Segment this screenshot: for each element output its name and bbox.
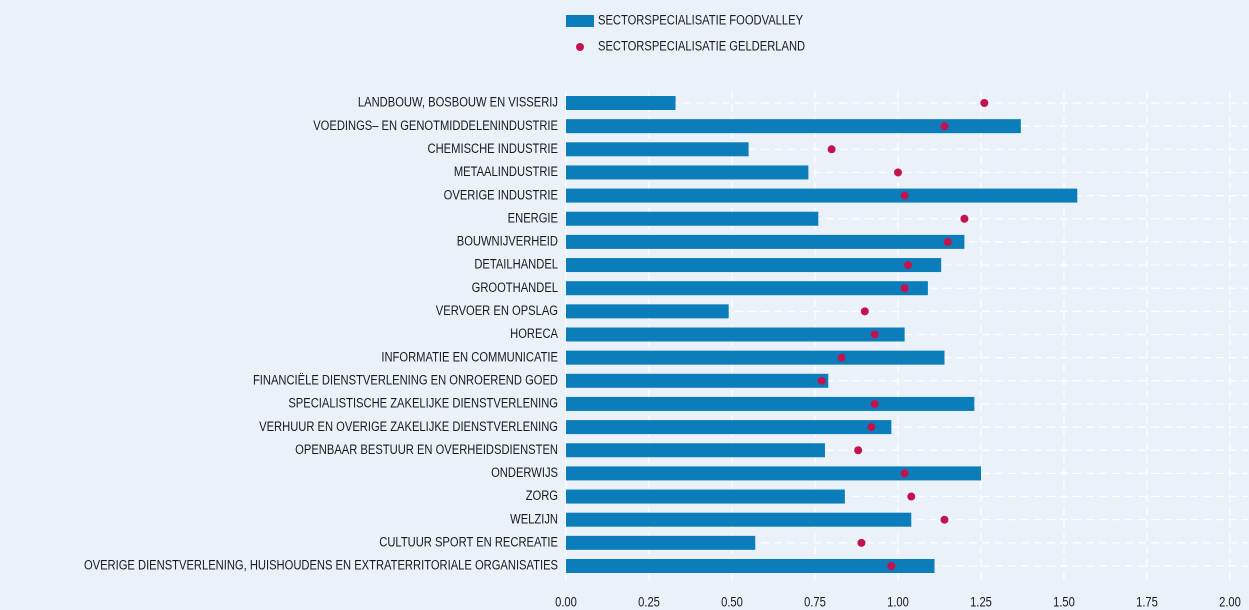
y-tick-label: OVERIGE DIENSTVERLENING, HUISHOUDENS EN … bbox=[84, 558, 558, 573]
bar bbox=[566, 559, 935, 573]
x-tick-label: 1.25 bbox=[970, 595, 992, 610]
y-tick-label: HORECA bbox=[510, 326, 558, 341]
y-tick-label: CULTUUR SPORT EN RECREATIE bbox=[379, 534, 558, 549]
x-tick-label: 0.00 bbox=[555, 595, 577, 610]
dot bbox=[900, 284, 909, 293]
dot bbox=[887, 562, 896, 570]
bar bbox=[566, 165, 809, 180]
dot bbox=[837, 353, 846, 362]
y-tick-label: LANDBOUW, BOSBOUW EN VISSERIJ bbox=[358, 95, 558, 110]
y-tick-label: FINANCIËLE DIENSTVERLENING EN ONROEREND … bbox=[253, 372, 558, 387]
bar bbox=[566, 96, 676, 110]
dot bbox=[857, 538, 866, 547]
y-tick-label: CHEMISCHE INDUSTRIE bbox=[428, 141, 558, 156]
dot bbox=[940, 515, 949, 524]
y-tick-label: VOEDINGS– EN GENOTMIDDELENINDUSTRIE bbox=[313, 118, 558, 133]
x-tick-label: 0.75 bbox=[804, 595, 826, 610]
y-tick-label: VERVOER EN OPSLAG bbox=[436, 303, 558, 318]
bar bbox=[566, 211, 819, 226]
bar bbox=[566, 489, 845, 504]
x-tick-label: 2.00 bbox=[1219, 595, 1241, 610]
dot bbox=[860, 307, 869, 316]
legend-swatch bbox=[566, 15, 594, 27]
dot bbox=[960, 214, 969, 223]
dot bbox=[903, 261, 912, 270]
x-tick-label: 0.50 bbox=[721, 595, 743, 610]
y-tick-label: ZORG bbox=[526, 488, 558, 503]
bar bbox=[566, 142, 749, 157]
y-tick-label: ENERGIE bbox=[508, 210, 558, 225]
dot bbox=[907, 492, 916, 501]
bar bbox=[566, 119, 1021, 134]
x-tick-label: 1.75 bbox=[1136, 595, 1158, 610]
y-tick-label: METAALINDUSTRIE bbox=[454, 164, 558, 179]
y-tick-label: WELZIJN bbox=[510, 511, 558, 526]
dot bbox=[940, 122, 949, 131]
dot bbox=[870, 399, 879, 408]
bar bbox=[566, 466, 981, 481]
dot bbox=[870, 330, 879, 339]
dot bbox=[894, 168, 902, 177]
dot bbox=[827, 145, 836, 154]
y-tick-label: OVERIGE INDUSTRIE bbox=[444, 187, 558, 202]
x-tick-label: 1.50 bbox=[1053, 595, 1075, 610]
y-tick-label: DETAILHANDEL bbox=[474, 257, 558, 272]
bar bbox=[566, 234, 965, 249]
bar bbox=[566, 443, 825, 458]
y-tick-label: BOUWNIJVERHEID bbox=[457, 233, 558, 248]
y-tick-label: ONDERWIJS bbox=[491, 465, 558, 480]
x-tick-label: 0.25 bbox=[638, 595, 660, 610]
legend-swatch bbox=[576, 43, 584, 51]
legend-label: SECTORSPECIALISATIE FOODVALLEY bbox=[598, 13, 804, 28]
y-tick-label: GROOTHANDEL bbox=[472, 280, 558, 295]
bar bbox=[566, 420, 892, 435]
dot bbox=[867, 423, 876, 432]
bar bbox=[566, 512, 912, 527]
legend-label: SECTORSPECIALISATIE GELDERLAND bbox=[598, 39, 805, 54]
dot bbox=[980, 99, 989, 107]
y-tick-label: SPECIALISTISCHE ZAKELIJKE DIENSTVERLENIN… bbox=[288, 395, 558, 410]
y-tick-label: VERHUUR EN OVERIGE ZAKELIJKE DIENSTVERLE… bbox=[259, 419, 558, 434]
dot bbox=[943, 237, 952, 246]
dot bbox=[817, 376, 826, 385]
y-tick-label: OPENBAAR BESTUUR EN OVERHEIDSDIENSTEN bbox=[295, 442, 558, 457]
bar bbox=[566, 258, 942, 273]
dot bbox=[854, 446, 863, 455]
bar bbox=[566, 327, 905, 342]
dot bbox=[900, 469, 909, 478]
bar bbox=[566, 304, 729, 319]
bar bbox=[566, 373, 829, 388]
bar bbox=[566, 350, 945, 365]
bar bbox=[566, 396, 975, 411]
dot bbox=[900, 191, 909, 200]
bar bbox=[566, 188, 1078, 203]
x-tick-label: 1.00 bbox=[887, 595, 909, 610]
bar bbox=[566, 281, 928, 296]
y-tick-label: INFORMATIE EN COMMUNICATIE bbox=[381, 349, 558, 364]
bar bbox=[566, 535, 756, 550]
